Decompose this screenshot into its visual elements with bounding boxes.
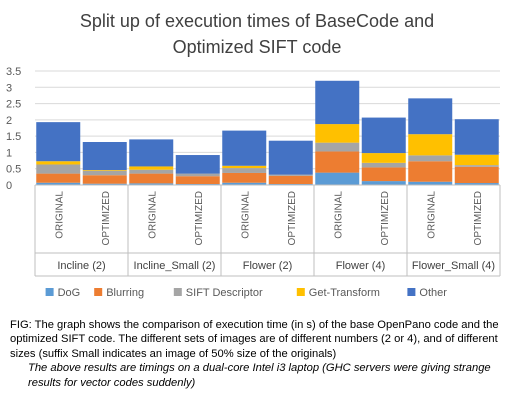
bar-segment-sift-descriptor [315, 142, 360, 152]
bar-segment-blurring [268, 175, 313, 185]
x-category-label: ORIGINAL [147, 191, 158, 239]
bar-segment-other [82, 142, 127, 171]
bar-segment-sift-descriptor [82, 170, 127, 176]
bar-segment-get-transform [82, 170, 127, 171]
x-category-label: ORIGINAL [426, 191, 437, 239]
x-category-label: OPTIMIZED [473, 191, 484, 245]
legend-label: Get-Transform [309, 287, 380, 299]
bar-segment-dog [129, 183, 174, 185]
bar-segment-other [315, 80, 360, 125]
bar-segment-get-transform [36, 161, 81, 165]
bar-segment-sift-descriptor [268, 174, 313, 176]
bar-segment-blurring [129, 173, 174, 184]
legend-label: Blurring [106, 287, 144, 299]
y-tick-label: 2 [6, 115, 12, 127]
bar-segment-sift-descriptor [408, 155, 453, 162]
bar-segment-sift-descriptor [454, 165, 499, 167]
bar-segment-sift-descriptor [129, 169, 174, 174]
y-tick-label: 3 [6, 82, 12, 94]
legend-label: DoG [58, 287, 81, 299]
legend-label: SIFT Descriptor [186, 287, 263, 299]
stacked-bar-chart: 0 0.5 1 1.5 2 2.5 3 3.5 ORIGINAL OPTIMIZED ORIGINA… [6, 66, 501, 299]
x-group-label: Incline_Small (2) [134, 260, 216, 272]
caption-note-text: The above results are timings on a dual-… [28, 362, 491, 389]
bar-segment-get-transform [129, 166, 174, 170]
bar-segment-sift-descriptor [36, 164, 81, 174]
legend-swatch [94, 288, 103, 296]
legend-swatch [407, 288, 416, 296]
chart-title-line-2: Optimized SIFT code [172, 37, 342, 57]
bar-segment-blurring [361, 167, 406, 182]
bar-segment-other [361, 117, 406, 154]
bar-segment-other [36, 122, 81, 162]
bar-segment-other [222, 130, 267, 166]
bar-segment-blurring [454, 166, 499, 184]
bar-segment-other [454, 119, 499, 155]
x-category-label: ORIGINAL [54, 191, 65, 239]
bar-segment-other [408, 98, 453, 135]
legend-swatch [173, 288, 182, 296]
bar-segment-blurring [408, 161, 453, 182]
y-tick-label: 2.5 [6, 99, 21, 111]
bar-segment-get-transform [361, 153, 406, 163]
bar-segment-other [268, 140, 313, 175]
bar-segment-blurring [175, 176, 220, 185]
x-category-label: OPTIMIZED [380, 191, 391, 245]
bar-segment-dog [222, 182, 267, 185]
x-category-label: ORIGINAL [240, 191, 251, 239]
bar-segment-other [175, 155, 220, 174]
bar-segment-dog [361, 181, 406, 185]
y-tick-label: 0 [6, 180, 12, 192]
x-group-label: Flower (2) [243, 260, 293, 272]
bar-segment-blurring [222, 172, 267, 183]
caption-main-text: FIG: The graph shows the comparison of e… [10, 319, 499, 360]
bar-segment-get-transform [222, 165, 267, 169]
y-tick-label: 3.5 [6, 66, 21, 78]
y-tick-label: 1.5 [6, 131, 21, 143]
bar-segment-other [129, 139, 174, 167]
bar-segment-get-transform [315, 124, 360, 143]
bar-segment-dog [315, 172, 360, 185]
x-group-label: Incline (2) [57, 260, 105, 272]
legend-swatch [45, 288, 54, 296]
figure-caption: FIG: The graph shows the comparison of e… [10, 318, 510, 390]
chart-title-line-1: Split up of execution times of BaseCode … [79, 11, 435, 31]
bar-segment-sift-descriptor [361, 162, 406, 168]
bar-segment-get-transform [454, 154, 499, 166]
x-category-label: ORIGINAL [333, 191, 344, 239]
legend-label: Other [419, 287, 447, 299]
legend-swatch [296, 288, 305, 296]
bar-segment-dog [408, 181, 453, 185]
y-tick-label: 0.5 [6, 164, 21, 176]
chart-area: Split up of execution times of BaseCode … [6, 11, 501, 299]
bar-segment-blurring [82, 175, 127, 184]
bar-segment-dog [36, 182, 81, 185]
x-group-label: Flower (4) [336, 260, 386, 272]
bar-segment-get-transform [408, 134, 453, 156]
bar-segment-blurring [315, 151, 360, 173]
x-category-label: OPTIMIZED [101, 191, 112, 245]
x-category-label: OPTIMIZED [194, 191, 205, 245]
x-group-label: Flower_Small (4) [412, 260, 495, 272]
bar-segment-sift-descriptor [222, 168, 267, 173]
x-category-label: OPTIMIZED [287, 191, 298, 245]
bar-segment-dog [454, 183, 499, 185]
bar-segment-blurring [36, 173, 81, 183]
bar-segment-dog [82, 183, 127, 185]
y-tick-label: 1 [6, 147, 12, 159]
bar-segment-sift-descriptor [175, 173, 220, 177]
